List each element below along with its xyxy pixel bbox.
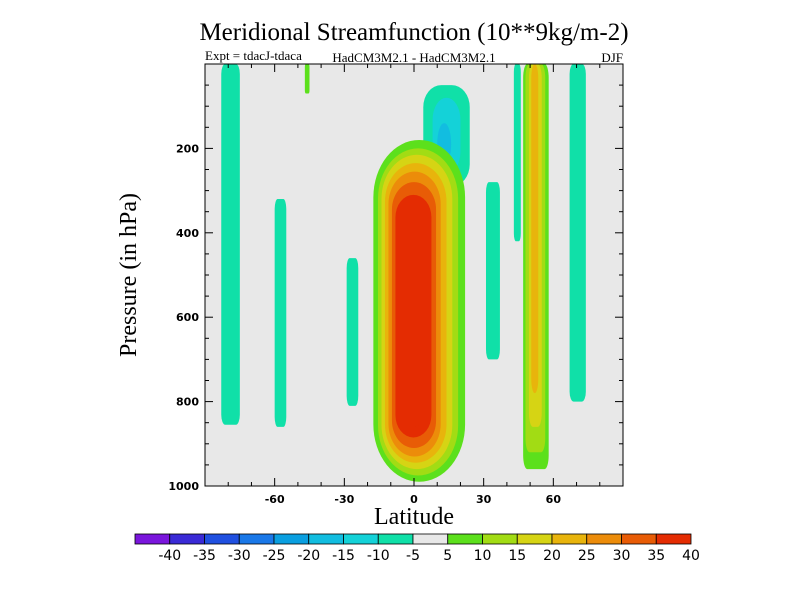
colorbar-swatch (412, 533, 449, 545)
y-tick-label: 600 (176, 311, 199, 324)
contour-field (221, 64, 586, 482)
colorbar-label: 10 (474, 548, 492, 564)
colorbar-label: -10 (367, 548, 390, 564)
x-tick-label: -60 (265, 493, 285, 506)
colorbar: -40 -35 -30 -25 -20 -15 -10 -5 5 10 15 20 25 30 35 40 (134, 533, 700, 564)
x-tick-label: -30 (334, 493, 354, 506)
colorbar-label: 40 (682, 548, 700, 564)
y-axis-label: Pressure (in hPa) (116, 193, 142, 357)
colorbar-swatch (273, 533, 310, 545)
chart-title: Meridional Streamfunction (10**9kg/m-2) (199, 19, 628, 46)
x-axis-label: Latitude (374, 504, 454, 530)
colorbar-label: 5 (443, 548, 452, 564)
contour-neg-band-nh-40 (513, 64, 521, 242)
colorbar-label: -40 (158, 548, 181, 564)
colorbar-swatch (169, 533, 205, 545)
colorbar-swatch (343, 533, 379, 545)
colorbar-label: 20 (543, 548, 561, 564)
subtitle-season: DJF (601, 50, 623, 65)
subtitle-models: HadCM3M2.1 - HadCM3M2.1 (332, 50, 495, 65)
colorbar-label: 30 (613, 548, 631, 564)
y-tick-label: 400 (176, 227, 199, 240)
colorbar-swatch (516, 533, 553, 545)
contour-neg-band-nh-35 (485, 182, 500, 360)
colorbar-swatch (204, 533, 240, 545)
colorbar-label: -30 (228, 548, 251, 564)
colorbar-swatch (134, 533, 171, 545)
colorbar-label: 25 (578, 548, 596, 564)
contour-main-cell-8 (398, 211, 427, 427)
y-tick-label: 200 (176, 142, 199, 155)
colorbar-swatch (238, 533, 275, 545)
colorbar-label: -35 (193, 548, 216, 564)
colorbar-swatch (655, 533, 692, 545)
colorbar-label: -5 (406, 548, 420, 564)
x-tick-label: 0 (410, 493, 418, 506)
contour-pos-blip-top (304, 64, 310, 94)
contour-nh-band-4 (531, 64, 539, 394)
colorbar-swatch (551, 533, 588, 545)
colorbar-label: -25 (263, 548, 286, 564)
axes: -60 -30 0 30 60 200 400 600 800 1000 (168, 63, 624, 506)
y-tick-label: 1000 (168, 480, 199, 493)
contour-neg-band-sh-mid (274, 199, 287, 427)
contour-neg-band-sh-near (346, 258, 359, 406)
x-tick-label: 60 (546, 493, 562, 506)
subtitle-experiment: Expt = tdacJ-tdaca (205, 48, 302, 63)
colorbar-label: 35 (647, 548, 665, 564)
contour-neg-band-nh-70 (569, 64, 586, 402)
colorbar-swatch (308, 533, 344, 545)
colorbar-label: -20 (297, 548, 320, 564)
colorbar-label: -15 (332, 548, 355, 564)
contour-neg-band-sh-far (221, 64, 240, 425)
colorbar-swatch (482, 533, 518, 545)
colorbar-label: 15 (508, 548, 526, 564)
colorbar-swatch (621, 533, 657, 545)
colorbar-swatch (377, 533, 414, 545)
colorbar-swatch (447, 533, 483, 545)
y-tick-label: 800 (176, 396, 199, 409)
colorbar-swatch (586, 533, 622, 545)
x-tick-label: 30 (476, 493, 492, 506)
